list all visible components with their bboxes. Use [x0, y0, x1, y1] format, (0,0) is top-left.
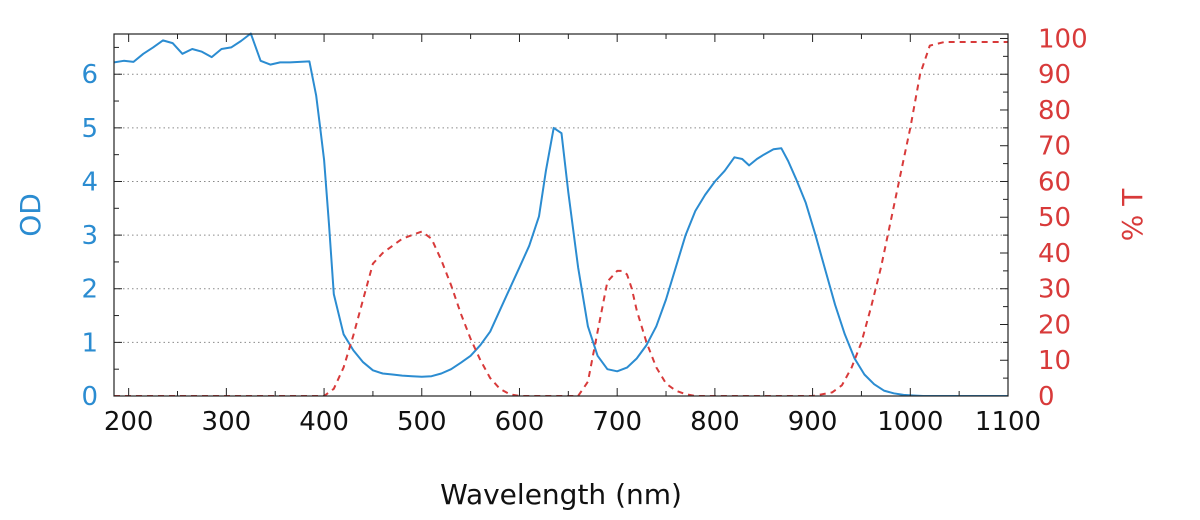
x-tick-label: 200 [104, 407, 154, 437]
x-tick-label: 600 [495, 407, 545, 437]
y-right-tick-label: 20 [1038, 310, 1071, 340]
x-tick-label: 500 [397, 407, 447, 437]
y-left-tick-label: 1 [81, 328, 98, 358]
y-right-tick-label: 60 [1038, 167, 1071, 197]
y-axis-right-title: % T [1116, 188, 1149, 242]
tick-labels: 200 300 400 500 600 700 800 900 1000 110001234560… [81, 24, 1087, 437]
y-right-tick-label: 100 [1038, 24, 1088, 54]
y-left-tick-label: 3 [81, 221, 98, 251]
y-axis-left-title: OD [14, 193, 47, 237]
y-right-tick-label: 30 [1038, 275, 1071, 305]
x-tick-label: 1000 [877, 407, 943, 437]
x-tick-label: 900 [788, 407, 838, 437]
y-left-tick-label: 6 [81, 60, 98, 90]
y-right-tick-label: 80 [1038, 96, 1071, 126]
series-line-od [114, 32, 1008, 396]
x-tick-label: 400 [299, 407, 349, 437]
tick-marks [114, 34, 1009, 397]
y-right-tick-label: 70 [1038, 132, 1071, 162]
y-right-tick-label: 40 [1038, 239, 1071, 269]
gridlines [114, 73, 1008, 343]
plot-frame [113, 33, 1009, 397]
y-left-tick-label: 5 [81, 114, 98, 144]
x-tick-label: 1100 [975, 407, 1041, 437]
x-tick-label: 700 [592, 407, 642, 437]
y-right-tick-label: 0 [1038, 382, 1055, 412]
y-left-tick-label: 2 [81, 275, 98, 305]
y-left-tick-label: 0 [81, 382, 98, 412]
x-tick-label: 800 [690, 407, 740, 437]
y-right-tick-label: 10 [1038, 346, 1071, 376]
y-right-tick-label: 50 [1038, 203, 1071, 233]
x-axis-title: Wavelength (nm) [440, 478, 682, 511]
y-right-tick-label: 90 [1038, 60, 1071, 90]
series-group [114, 32, 1008, 396]
series-line-transmission [114, 41, 1008, 396]
x-tick-label: 300 [202, 407, 252, 437]
y-left-tick-label: 4 [81, 167, 98, 197]
